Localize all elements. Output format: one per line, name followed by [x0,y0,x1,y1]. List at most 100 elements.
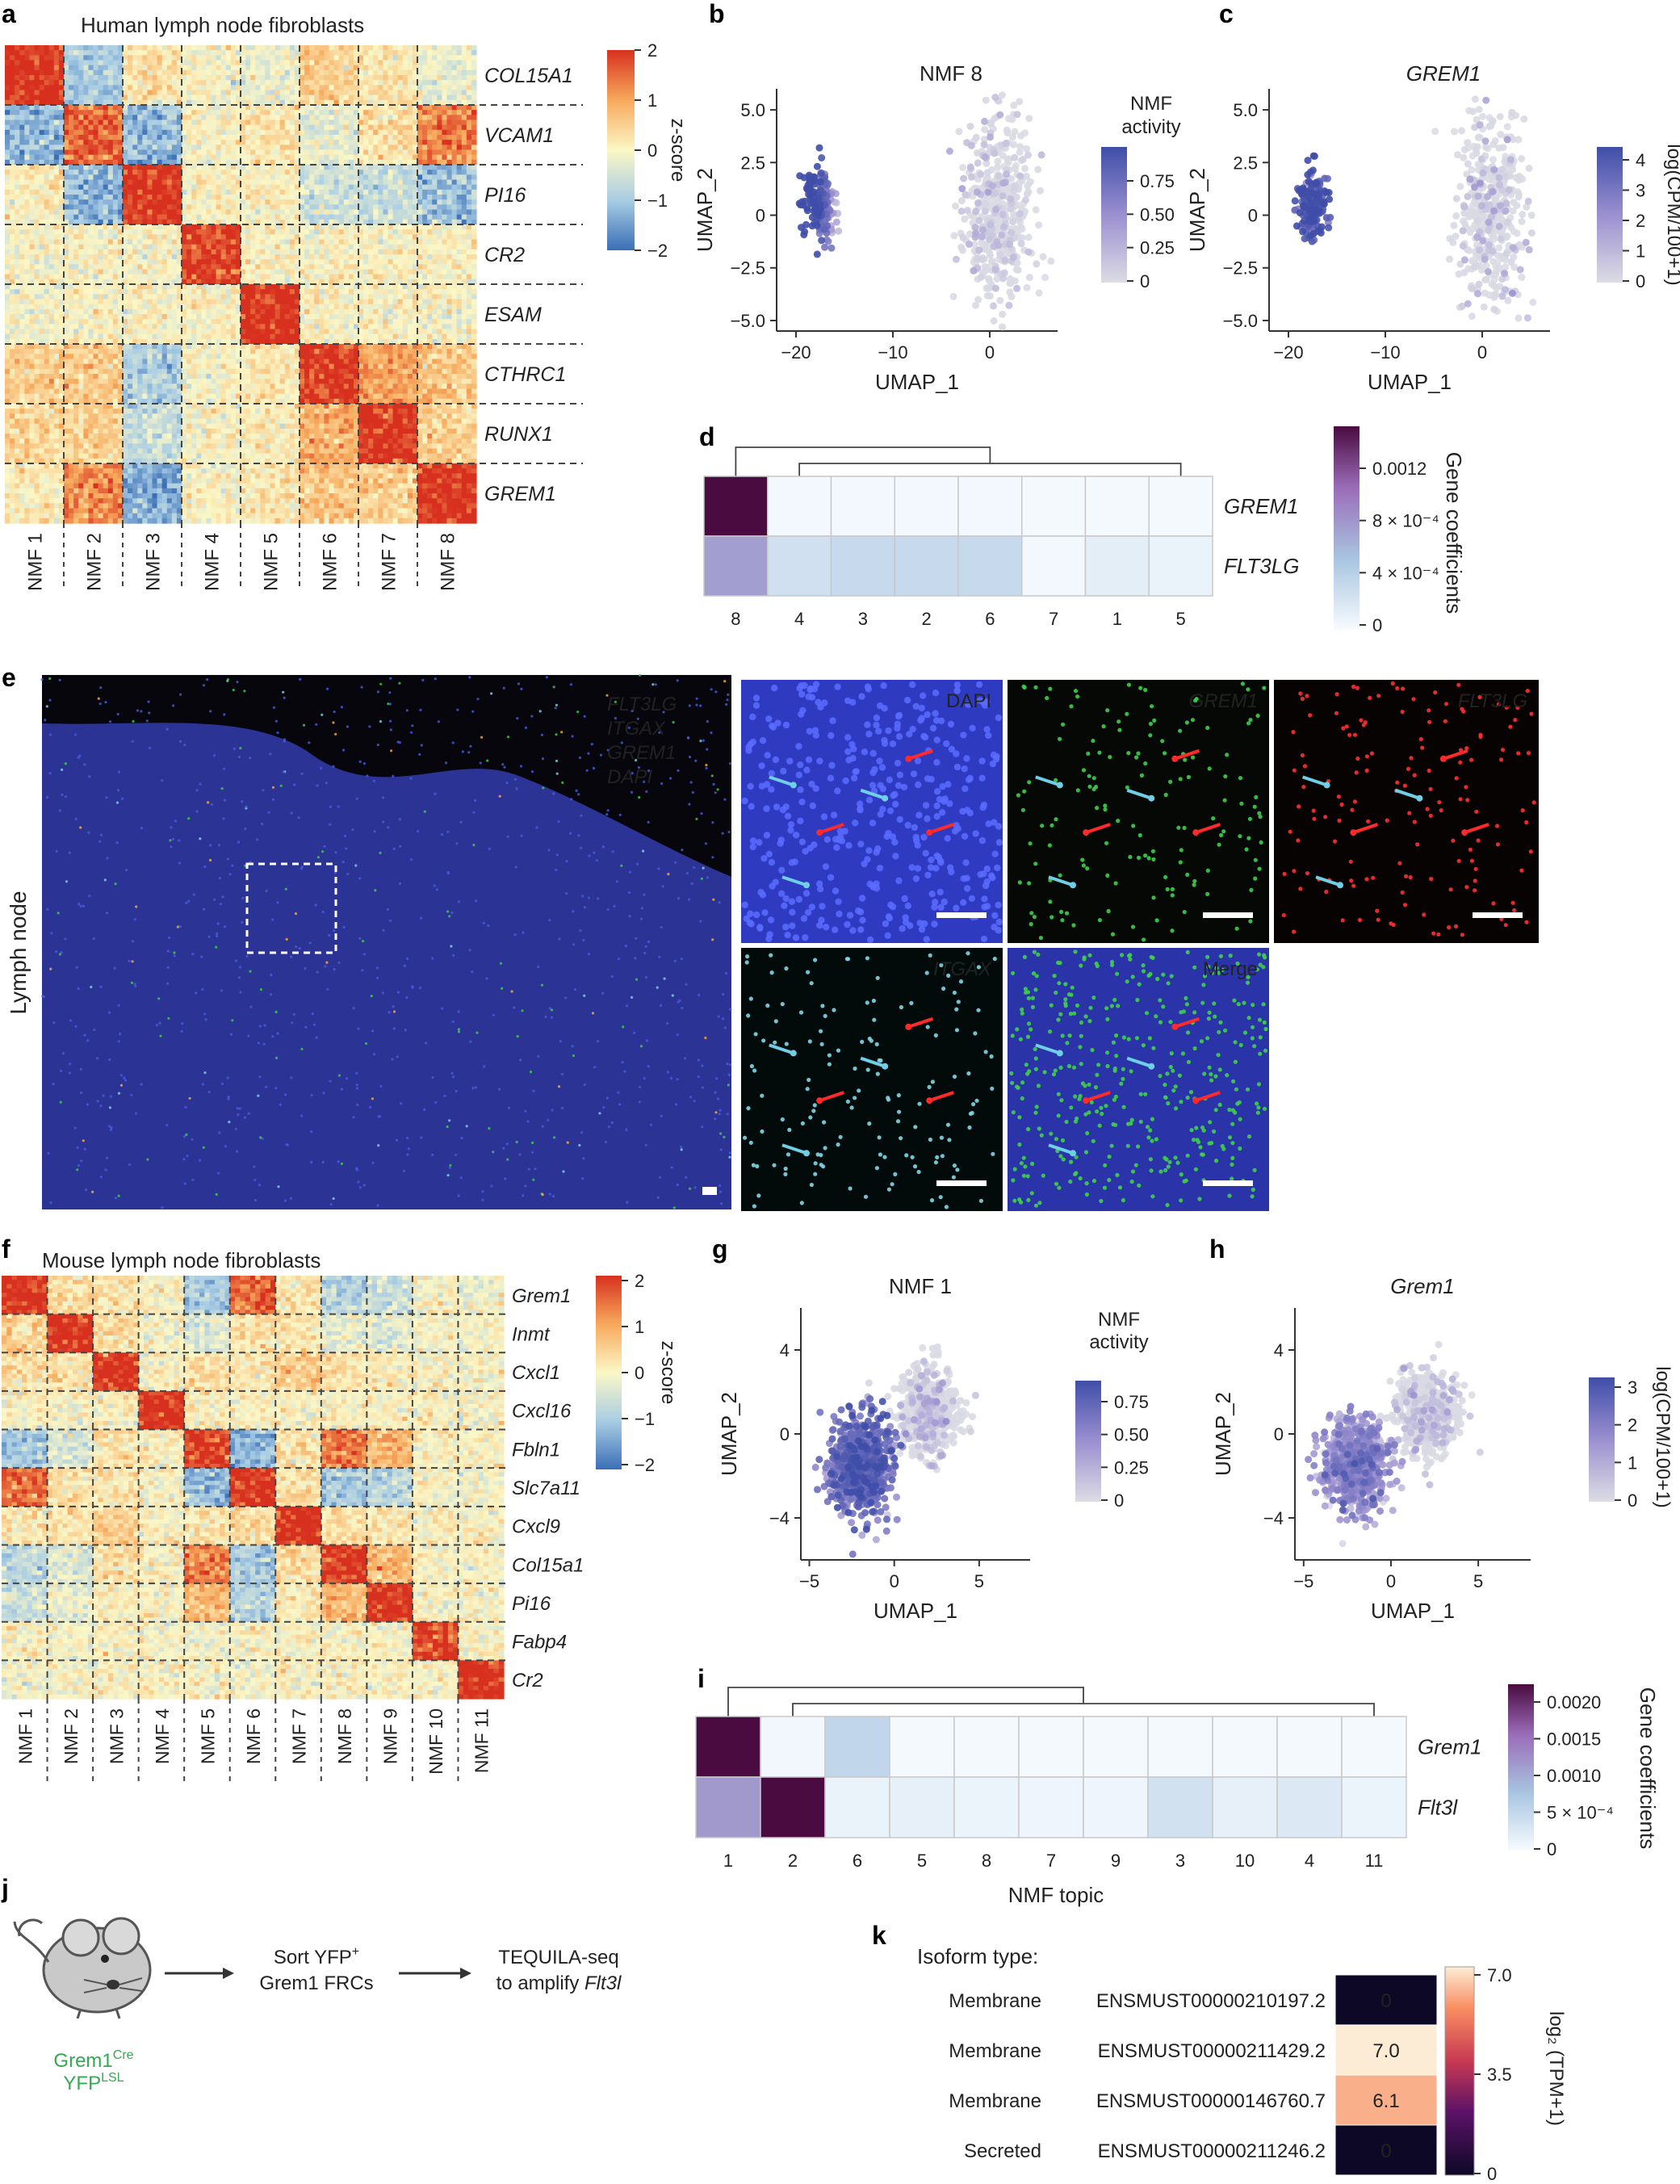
heatmap-block [412,1583,459,1623]
panel-g-colorbar: NMF activity 0.75 0.50 0.25 0 [1075,1309,1149,1511]
colorbar-tick-label: 1 [1628,1453,1637,1473]
panel-c: c GREM1 −20 −10 0 5.0 2.5 0 −2.5 −5.0 UMAP_1 UMAP… [1185,0,1680,394]
heatmap-block [300,344,359,405]
tissue-dark-area [42,675,731,877]
coef-column-label: 6 [985,609,995,629]
panel-k-colorbar-gradient [1444,1966,1475,2176]
workflow-arrow-1 [165,1968,234,1979]
heatmap-block [229,1314,276,1353]
colorbar-tick-label: 0 [1547,1839,1556,1859]
heatmap-block [93,1468,140,1507]
coef-cell [1021,535,1087,597]
heatmap-block [184,1276,231,1315]
heatmap-block [123,165,182,225]
coef-cell [894,535,959,597]
heatmap-block [5,224,65,285]
coef-column-label: 6 [853,1851,862,1871]
colorbar-tick-label: 3.5 [1487,2065,1512,2085]
gene-label-esam: ESAM [484,304,542,326]
column-label-nmf-2: NMF 2 [84,533,106,591]
coef-cell [824,1716,890,1778]
scale-bar [702,1187,717,1195]
x-tick-label: 0 [1386,1571,1396,1591]
panel-b-title: NMF 8 [920,61,982,86]
workflow-step-sort-line-2: Grem1 FRCs [259,1972,373,1994]
heatmap-block [241,344,300,405]
heatmap-block [5,463,65,524]
heatmap-block [412,1429,459,1469]
heatmap-block [138,1506,185,1546]
heatmap-block [93,1621,140,1661]
heatmap-block [184,1621,231,1661]
isoform-type-label: Membrane [949,2090,1041,2112]
heatmap-block [367,1352,413,1392]
heatmap-block [138,1352,185,1392]
panel-letter-a: a [2,0,16,28]
pointer-arrow [781,875,807,887]
heatmap-block [275,1660,322,1700]
tile-label: FLT3LG [1458,690,1527,712]
heatmap-block [182,165,241,225]
umap-points [811,1343,979,1558]
pointer-arrow [1126,788,1152,800]
heatmap-block [241,165,300,225]
panel-letter-i: i [698,1664,705,1693]
isoform-type-label: Secreted [964,2140,1041,2162]
heatmap-block [5,344,65,405]
coef-cell [1148,535,1213,597]
heatmap-block [64,284,124,345]
coef-cell [957,535,1023,597]
heatmap-block [184,1314,231,1353]
heatmap-block [182,224,241,285]
heatmap-block [229,1468,276,1507]
heatmap-block [47,1468,94,1507]
heatmap-block [367,1545,413,1584]
colorbar-tick-label: 0 [1140,271,1150,291]
panel-g-colorbar-label-2: activity [1089,1331,1148,1353]
panel-k-header: Isoform type: [917,1944,1038,1968]
heatmap-block [458,1506,505,1546]
panel-f-colorbar: 2 1 0 −1 −2 z-score [596,1271,679,1475]
coef-column-label: 7 [1046,1851,1056,1871]
coef-cell [889,1716,955,1778]
y-axis-label: UMAP_2 [1185,168,1209,252]
y-axis-label: UMAP_2 [717,1392,741,1476]
heatmap-block [229,1621,276,1661]
isoform-cell [1334,2124,1438,2176]
panel-f-gene-labels: Grem1 Inmt Cxcl1 Cxcl16 Fbln1 Slc7a11 Cxcl9 Col… [512,1285,584,1691]
y-tick-label: −5.0 [1223,311,1258,331]
gene-label-fabp4: Fabp4 [512,1632,567,1654]
colorbar-tick-label: 4 × 10⁻⁴ [1372,563,1439,583]
isoform-cell-value: 0 [1380,2140,1391,2162]
isoform-id-label: ENSMUST00000211429.2 [1098,2040,1326,2062]
coef-cell [760,1716,826,1778]
zoom-tile-merge: Merge [1008,948,1269,1211]
coef-cell [953,1716,1020,1778]
heatmap-block [241,404,300,464]
y-tick-label: 0 [1248,206,1258,226]
heatmap-block [417,224,477,285]
panel-letter-b: b [709,0,725,28]
x-tick-label: −20 [781,342,811,363]
colorbar-tick-label: 0 [1636,271,1645,291]
panel-b-umap-plot: −20 −10 0 5.0 2.5 0 −2.5 −5.0 UMAP_1 UMAP_2 [693,89,1058,394]
column-label-nmf-5: NMF 5 [261,533,283,591]
x-tick-label: −5 [1293,1571,1313,1591]
heatmap-block [275,1429,322,1469]
heatmap-block [412,1390,459,1431]
pointer-arrow [1048,1143,1074,1155]
column-label-nmf-3: NMF 3 [143,533,165,591]
heatmap-block [182,105,241,166]
heatmap-block [138,1621,185,1661]
heatmap-block [93,1390,140,1431]
heatmap-block [123,463,182,524]
heatmap-block [47,1276,94,1315]
colorbar-tick-label: 2 [1636,211,1645,231]
heatmap-block [229,1583,276,1623]
panel-d-heatmap: GREM1 FLT3LG 8 4 3 2 6 7 1 5 [703,476,1299,629]
heatmap-block [300,463,359,524]
heatmap-block [93,1660,140,1700]
colorbar-tick-label: 0.0015 [1547,1729,1601,1750]
tile-scale-bar [1203,1180,1253,1186]
